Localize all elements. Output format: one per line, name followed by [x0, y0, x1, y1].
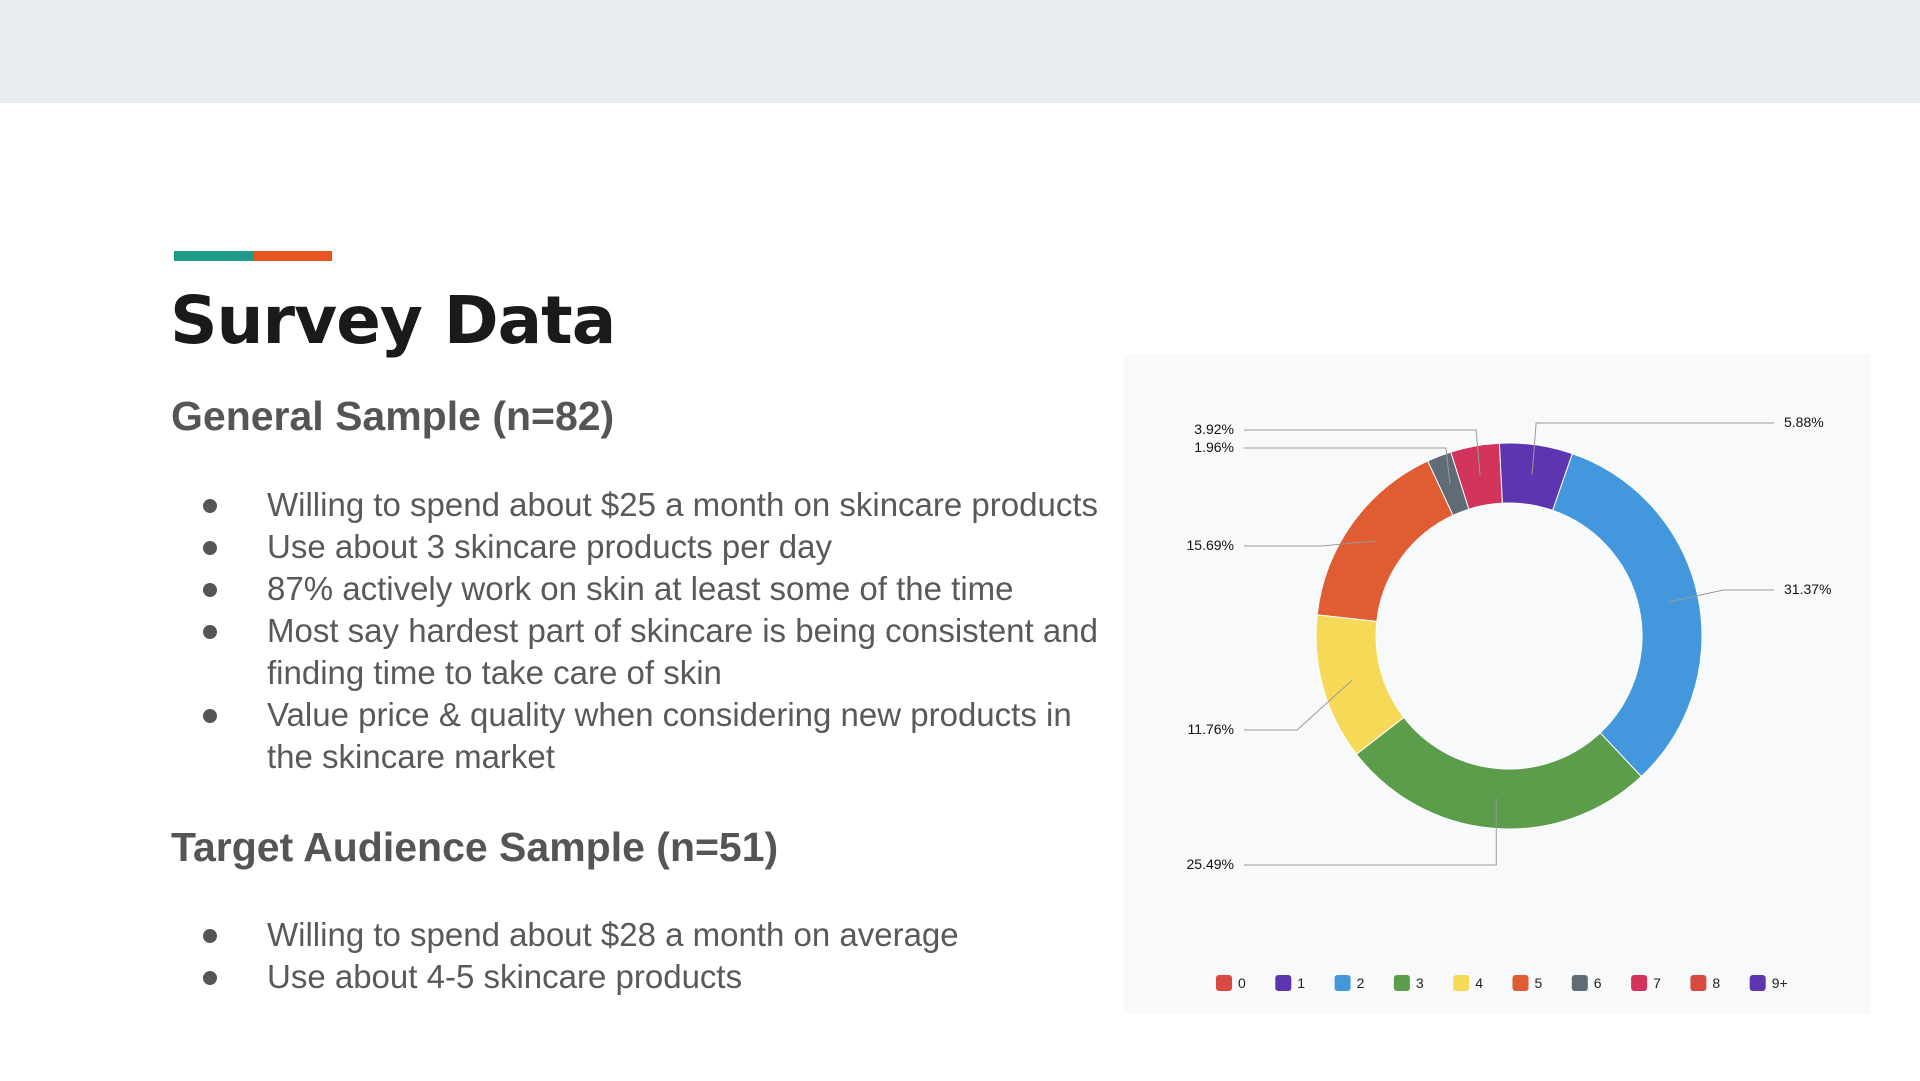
- list-item: Use about 4-5 skincare products: [196, 956, 1136, 998]
- legend-label: 5: [1535, 975, 1543, 991]
- donut-slice-5: [1316, 460, 1454, 622]
- donut-slice-7: [1450, 442, 1503, 510]
- general-sample-list: Willing to spend about $25 a month on sk…: [196, 484, 1136, 778]
- legend-swatch: [1334, 975, 1351, 991]
- legend-swatch: [1453, 975, 1470, 991]
- data-label: 3.92%: [1194, 421, 1234, 437]
- legend-label: 9+: [1772, 975, 1788, 991]
- list-item: Most say hardest part of skincare is bei…: [196, 610, 1116, 694]
- data-label: 31.37%: [1784, 581, 1831, 597]
- leader-line: [1244, 429, 1481, 476]
- bullet-text: Most say hardest part of skincare is bei…: [267, 612, 1098, 691]
- list-item: Use about 3 skincare products per day: [196, 526, 1136, 568]
- data-label: 15.69%: [1187, 537, 1234, 553]
- legend-item: 1: [1275, 975, 1305, 991]
- legend-swatch: [1512, 975, 1529, 991]
- legend-item: 7: [1631, 975, 1661, 991]
- leader-line: [1668, 589, 1774, 603]
- target-sample-list: Willing to spend about $28 a month on av…: [196, 914, 1136, 998]
- legend-item: 4: [1453, 975, 1483, 991]
- legend-label: 0: [1238, 975, 1246, 991]
- donut-chart-panel: 5.88% 31.37% 25.49% 11.76% 15.69% 1.96% 3.92% 0…: [1124, 354, 1871, 1014]
- legend-swatch: [1393, 975, 1410, 991]
- legend-swatch: [1749, 975, 1766, 991]
- legend-item: 9+: [1749, 975, 1788, 991]
- legend-swatch: [1690, 975, 1707, 991]
- title-accent-teal: [174, 251, 254, 261]
- legend-item: 5: [1512, 975, 1543, 991]
- bullet-text: 87% actively work on skin at least some …: [267, 570, 1014, 607]
- legend-item: 8: [1690, 975, 1720, 991]
- bullet-dot: [203, 541, 217, 555]
- data-label: 1.96%: [1194, 439, 1234, 455]
- leader-line: [1244, 798, 1497, 866]
- list-item: Willing to spend about $25 a month on sk…: [196, 484, 1136, 526]
- legend-label: 7: [1653, 975, 1661, 991]
- legend-item: 0: [1216, 975, 1246, 991]
- data-label: 25.49%: [1187, 856, 1234, 872]
- legend-label: 4: [1475, 975, 1483, 991]
- target-sample-heading: Target Audience Sample (n=51): [171, 824, 779, 870]
- bullet-dot: [203, 583, 217, 597]
- bullet-dot: [203, 971, 217, 985]
- legend-label: 8: [1712, 975, 1720, 991]
- list-item: 87% actively work on skin at least some …: [196, 568, 1136, 610]
- bullet-dot: [203, 709, 217, 723]
- page-title: Survey Data: [170, 282, 616, 359]
- bullet-text: Willing to spend about $28 a month on av…: [267, 916, 959, 953]
- bullet-text: Willing to spend about $25 a month on sk…: [267, 486, 1098, 523]
- legend-swatch: [1631, 975, 1648, 991]
- leader-line: [1244, 540, 1377, 547]
- bullet-dot: [203, 929, 217, 943]
- bullet-dot: [203, 499, 217, 513]
- legend-swatch: [1216, 975, 1232, 991]
- bullet-text: Value price & quality when considering n…: [267, 696, 1072, 775]
- data-label: 11.76%: [1188, 721, 1234, 737]
- legend-swatch: [1275, 975, 1292, 991]
- legend-item: 6: [1571, 975, 1602, 991]
- legend-label: 2: [1357, 975, 1365, 991]
- donut-slice-2: [1552, 453, 1703, 778]
- leader-line: [1244, 679, 1353, 731]
- bullet-dot: [203, 625, 217, 639]
- legend-label: 6: [1594, 975, 1602, 991]
- list-item: Willing to spend about $28 a month on av…: [196, 914, 1136, 956]
- general-sample-heading: General Sample (n=82): [171, 393, 615, 439]
- top-band: [0, 0, 1920, 103]
- legend-label: 1: [1297, 975, 1305, 991]
- legend-item: 2: [1334, 975, 1365, 991]
- legend-item: 3: [1393, 975, 1424, 991]
- title-accent-orange: [254, 251, 332, 261]
- list-item: Value price & quality when considering n…: [196, 694, 1116, 778]
- leader-line: [1531, 422, 1774, 475]
- leader-line: [1244, 447, 1451, 485]
- legend-label: 3: [1416, 975, 1424, 991]
- bullet-text: Use about 3 skincare products per day: [267, 528, 832, 565]
- donut-slice-3: [1355, 716, 1643, 830]
- donut-chart: 5.88% 31.37% 25.49% 11.76% 15.69% 1.96% 3.92% 0…: [1187, 414, 1831, 991]
- bullet-text: Use about 4-5 skincare products: [267, 958, 743, 995]
- legend-swatch: [1571, 975, 1588, 991]
- data-label: 5.88%: [1784, 414, 1824, 430]
